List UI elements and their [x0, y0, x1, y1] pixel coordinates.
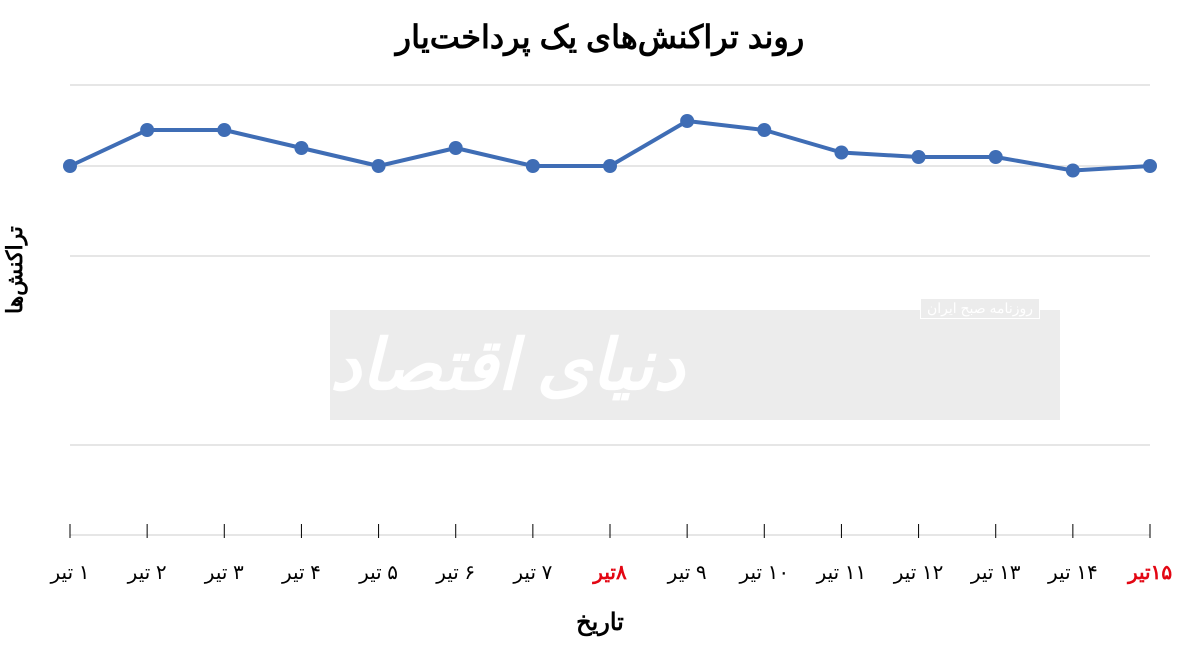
data-marker: [63, 159, 77, 173]
x-tick-label: ۱ تیر: [51, 560, 90, 585]
data-marker: [449, 141, 463, 155]
data-marker: [140, 123, 154, 137]
x-tick-label: ۱۴ تیر: [1048, 560, 1098, 585]
watermark-main: دنیای اقتصاد: [330, 330, 685, 400]
data-marker: [217, 123, 231, 137]
chart-title: روند تراکنش‌های یک پرداخت‌یار: [0, 18, 1200, 56]
data-marker: [912, 150, 926, 164]
x-tick-label: ۵ تیر: [359, 560, 398, 585]
x-tick-label: ۱۰ تیر: [739, 560, 789, 585]
x-tick-label: ۱۵تیر: [1128, 560, 1172, 585]
data-marker: [1143, 159, 1157, 173]
data-marker: [757, 123, 771, 137]
data-marker: [294, 141, 308, 155]
watermark: روزنامه صبح ایران دنیای اقتصاد: [330, 310, 1060, 420]
data-marker: [372, 159, 386, 173]
data-marker: [834, 146, 848, 160]
data-marker: [603, 159, 617, 173]
x-axis-label: تاریخ: [0, 608, 1200, 637]
x-tick-label: ۶ تیر: [436, 560, 475, 585]
x-tick-label: ۹ تیر: [668, 560, 707, 585]
plot-area: روزنامه صبح ایران دنیای اقتصاد: [50, 80, 1170, 540]
x-tick-label: ۴ تیر: [282, 560, 321, 585]
data-marker: [1066, 164, 1080, 178]
x-tick-label: ۱۱ تیر: [817, 560, 867, 585]
data-marker: [989, 150, 1003, 164]
x-axis: ۱ تیر ۲ تیر ۳ تیر ۴ تیر ۵ تیر ۶ تیر ۷ تیر ۸تیر ۹…: [50, 560, 1170, 600]
x-tick-label: ۳ تیر: [205, 560, 244, 585]
x-tick-label: ۷ تیر: [513, 560, 552, 585]
watermark-subtitle: روزنامه صبح ایران: [920, 298, 1040, 319]
data-marker: [680, 114, 694, 128]
chart-container: روند تراکنش‌های یک پرداخت‌یار تراکنش‌ها …: [0, 0, 1200, 651]
x-tick-label: ۲ تیر: [128, 560, 167, 585]
data-marker: [526, 159, 540, 173]
x-tick-label: ۱۳ تیر: [971, 560, 1021, 585]
y-axis-label: تراکنش‌ها: [2, 170, 28, 370]
x-tick-label: ۸تیر: [593, 560, 626, 585]
x-tick-label: ۱۲ تیر: [894, 560, 944, 585]
